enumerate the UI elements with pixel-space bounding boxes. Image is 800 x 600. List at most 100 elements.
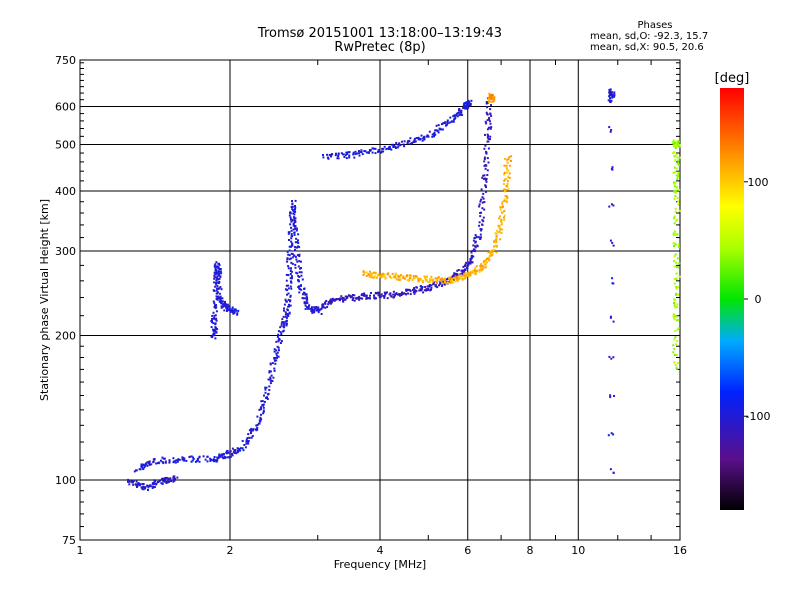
- echo-point: [613, 91, 616, 94]
- echo-point: [290, 206, 293, 208]
- echo-point: [425, 276, 428, 279]
- echo-point: [215, 317, 218, 320]
- plot-frame: [79, 59, 681, 541]
- echo-point: [229, 450, 232, 453]
- echo-point: [455, 112, 458, 115]
- echo-point: [204, 458, 207, 461]
- echo-point: [499, 238, 502, 241]
- echo-point: [464, 105, 467, 108]
- echo-point: [284, 288, 287, 291]
- echo-point: [295, 271, 298, 274]
- echo-point: [417, 136, 420, 139]
- echo-point: [426, 288, 429, 291]
- echo-point: [277, 330, 280, 333]
- y-tick-label: 300: [55, 245, 76, 258]
- echo-point: [499, 228, 502, 231]
- colorbar-tick-label: 100: [748, 176, 769, 189]
- echo-point: [148, 463, 151, 466]
- echo-point: [474, 234, 477, 237]
- echo-point: [224, 456, 227, 459]
- echo-point: [446, 123, 448, 126]
- echo-point: [466, 102, 469, 105]
- echo-point: [609, 97, 611, 100]
- echo-point: [314, 307, 317, 310]
- echo-point: [506, 182, 509, 185]
- echo-point: [487, 97, 490, 100]
- echo-point: [290, 235, 293, 238]
- echo-point: [495, 237, 498, 240]
- echo-point: [434, 133, 437, 136]
- echo-point: [234, 449, 237, 452]
- echo-point: [460, 269, 463, 272]
- echo-point: [503, 188, 506, 191]
- echo-point: [674, 210, 677, 213]
- echo-point: [271, 380, 274, 382]
- echo-point: [384, 277, 387, 280]
- echo-point: [399, 294, 401, 297]
- echo-point: [268, 385, 271, 388]
- echo-point: [290, 252, 293, 255]
- echo-point: [222, 456, 225, 459]
- echo-point: [301, 297, 304, 300]
- echo-point: [435, 124, 438, 127]
- echo-point: [437, 124, 440, 127]
- echo-point: [672, 171, 675, 174]
- echo-point: [381, 147, 384, 150]
- echo-point: [260, 400, 263, 403]
- echo-point: [672, 233, 675, 236]
- echo-point: [457, 269, 460, 271]
- echo-point: [354, 153, 357, 156]
- echo-point: [265, 397, 268, 399]
- echo-point: [481, 264, 484, 267]
- echo-point: [217, 282, 220, 285]
- echo-point: [451, 279, 454, 282]
- echo-point: [421, 280, 424, 283]
- echo-point: [244, 446, 247, 449]
- echo-point: [391, 272, 394, 275]
- echo-point: [322, 305, 325, 308]
- echo-point: [282, 329, 285, 332]
- echo-point: [215, 261, 218, 264]
- echo-point: [295, 227, 298, 230]
- echo-point: [419, 288, 422, 291]
- echo-point: [287, 267, 290, 270]
- echo-point: [674, 336, 677, 339]
- echo-point: [226, 456, 229, 459]
- echo-point: [479, 215, 482, 218]
- echo-point: [269, 377, 272, 380]
- echo-point: [363, 294, 366, 297]
- echo-point: [678, 156, 681, 159]
- echo-point: [415, 286, 418, 289]
- echo-point: [440, 285, 443, 287]
- echo-point: [183, 457, 186, 460]
- echo-point: [676, 303, 679, 306]
- echo-point: [674, 242, 677, 245]
- echo-point: [132, 479, 135, 482]
- echo-point: [446, 119, 449, 122]
- echo-point: [237, 447, 240, 450]
- echo-point: [260, 408, 262, 411]
- echo-point: [213, 271, 216, 274]
- echo-point: [224, 302, 226, 305]
- echo-point: [326, 305, 329, 308]
- echo-point: [135, 469, 138, 472]
- y-tick-label: 400: [55, 185, 76, 198]
- echo-point: [324, 301, 326, 304]
- echo-point: [494, 239, 497, 241]
- echo-point: [294, 206, 297, 209]
- echo-point: [445, 124, 447, 127]
- echo-point: [468, 261, 471, 264]
- echo-point: [676, 218, 679, 221]
- echo-point: [674, 207, 677, 210]
- echo-point: [293, 233, 296, 236]
- echo-point: [469, 274, 472, 277]
- echo-point: [289, 216, 292, 219]
- echo-point: [214, 322, 217, 325]
- echo-point: [473, 236, 476, 239]
- echo-point: [267, 393, 269, 396]
- echo-point: [507, 188, 510, 191]
- echo-point: [611, 277, 614, 280]
- echo-point: [401, 276, 404, 279]
- echo-point: [219, 270, 222, 273]
- echo-point: [482, 220, 485, 223]
